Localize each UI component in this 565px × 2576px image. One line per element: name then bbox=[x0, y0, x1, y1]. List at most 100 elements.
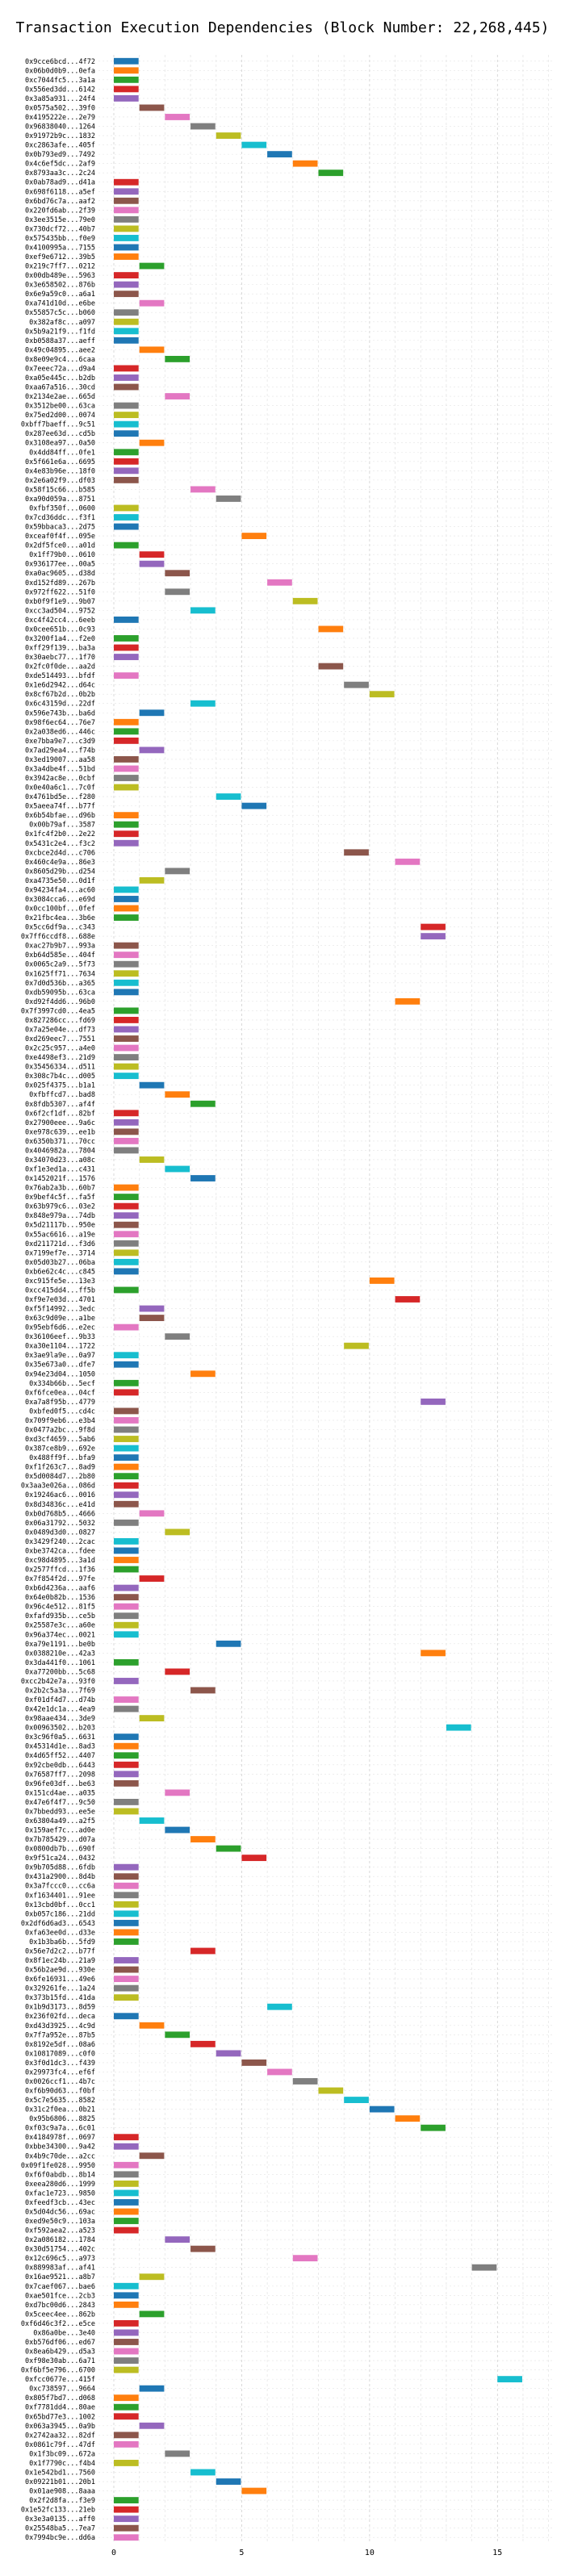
transaction-bar bbox=[114, 1733, 139, 1741]
transaction-bar bbox=[114, 1892, 139, 1899]
transaction-label: 0x3942ac8e...0cbf bbox=[25, 775, 95, 783]
transaction-label: 0x2134e2ae...665d bbox=[25, 393, 95, 401]
transaction-label: 0xcc3ad504...9752 bbox=[25, 607, 95, 615]
transaction-bar bbox=[114, 839, 139, 847]
transaction-label: 0x0ab78ad9...d41a bbox=[25, 179, 95, 187]
transaction-label: 0x5aeea74f...b77f bbox=[25, 803, 95, 811]
transaction-bar bbox=[497, 2376, 522, 2383]
transaction-bar bbox=[114, 2394, 139, 2402]
transaction-label: 0xde514493...bfdf bbox=[25, 672, 95, 680]
transaction-bar bbox=[114, 514, 139, 521]
transaction-bar bbox=[114, 383, 139, 391]
transaction-bar bbox=[318, 625, 344, 633]
transaction-bar bbox=[114, 830, 139, 838]
transaction-label: 0xbe3742ca...fdee bbox=[25, 1547, 95, 1555]
transaction-bar bbox=[114, 2460, 139, 2466]
transaction-label: 0xcc2b42e7a...93f0 bbox=[21, 1678, 95, 1686]
transaction-label: 0x4b9c70de...a2cc bbox=[25, 2152, 95, 2160]
transaction-label: 0x431a2900...8d4b bbox=[25, 1873, 95, 1881]
transaction-bar bbox=[114, 2292, 139, 2299]
transaction-label: 0x1e542bd1...7560 bbox=[25, 2469, 95, 2477]
transaction-label: 0x219c7ff7...0212 bbox=[25, 263, 95, 271]
transaction-label: 0x0cc100bf...0fef bbox=[25, 905, 95, 914]
transaction-bar bbox=[114, 1426, 139, 1433]
transaction-label: 0x373b15fd...41da bbox=[25, 1994, 95, 2002]
transaction-label: 0x63c9d09e...a1be bbox=[25, 1315, 95, 1323]
transaction-label: 0x488ff9f...bfa9 bbox=[29, 1454, 95, 1462]
transaction-label: 0x7ff6ccdf8...688e bbox=[21, 933, 95, 941]
transaction-bar bbox=[165, 393, 190, 399]
transaction-label: 0x730dcf72...40b7 bbox=[25, 225, 95, 233]
transaction-bar bbox=[139, 1817, 165, 1824]
transaction-bar bbox=[139, 1575, 165, 1582]
transaction-label: 0x49c04895...aee2 bbox=[25, 346, 95, 354]
transaction-label: 0x0026ccf1...4b7c bbox=[25, 2078, 95, 2086]
transaction-label: 0x96a374ec...0021 bbox=[25, 1631, 95, 1639]
transaction-label: 0x1e52fc133...21eb bbox=[21, 2507, 95, 2515]
transaction-label: 0x2c25c957...a4e0 bbox=[25, 1045, 95, 1053]
transaction-label: 0x75ed2d00...0074 bbox=[25, 412, 95, 420]
transaction-bar bbox=[114, 644, 139, 651]
transaction-bar bbox=[114, 914, 139, 921]
transaction-label: 0x8e09e9c4...6caa bbox=[25, 356, 95, 364]
transaction-label: 0x6e9a59c0...a6a1 bbox=[25, 291, 95, 299]
transaction-bar bbox=[421, 1650, 446, 1657]
transaction-label: 0x387ce8b9...692e bbox=[25, 1445, 95, 1453]
x-tick-label: 10 bbox=[365, 2549, 375, 2557]
transaction-label: 0x3e3a0135...aff0 bbox=[25, 2515, 95, 2524]
transaction-bar bbox=[114, 412, 139, 419]
transaction-label: 0xbfed0f5...cd4c bbox=[29, 1407, 95, 1416]
transaction-bar bbox=[114, 970, 139, 977]
transaction-bar bbox=[114, 244, 139, 251]
transaction-label: 0x063a3945...0a9b bbox=[25, 2423, 95, 2431]
transaction-label: 0xff29f139...ba3a bbox=[25, 645, 95, 653]
transaction-label: 0x7199ef7e...3714 bbox=[25, 1249, 95, 1257]
transaction-label: 0x29973fc4...ef6f bbox=[25, 2068, 95, 2076]
transaction-label: 0x0065c2a9...5f73 bbox=[25, 961, 95, 969]
transaction-bar bbox=[165, 2450, 190, 2457]
transaction-bar bbox=[114, 2282, 139, 2290]
transaction-bar bbox=[114, 1212, 139, 1219]
transaction-label: 0x63b979c6...03e2 bbox=[25, 1203, 95, 1211]
transaction-bar bbox=[114, 309, 139, 316]
transaction-bar bbox=[165, 1091, 190, 1098]
transaction-bar bbox=[165, 2236, 190, 2244]
transaction-bar bbox=[114, 215, 139, 223]
transaction-label: 0x94e23d04...1050 bbox=[25, 1370, 95, 1378]
transaction-bar bbox=[421, 1398, 446, 1405]
transaction-label: 0x287ee63d...cd5b bbox=[25, 430, 95, 438]
transaction-label: 0x10817089...c0f0 bbox=[25, 2050, 95, 2058]
transaction-label: 0x1e6d2942...d64c bbox=[25, 682, 95, 690]
transaction-label: 0x3a4dbe4f...51bd bbox=[25, 765, 95, 773]
transaction-bar bbox=[114, 1910, 139, 1917]
transaction-bar bbox=[114, 1194, 139, 1201]
transaction-bar bbox=[241, 1855, 267, 1862]
transaction-label: 0x025f4375...b1a1 bbox=[25, 1082, 95, 1090]
transaction-bar bbox=[114, 756, 139, 763]
x-tick-label: 5 bbox=[239, 2549, 244, 2557]
transaction-bar bbox=[114, 1184, 139, 1191]
transaction-bar bbox=[165, 114, 190, 120]
transaction-label: 0x96838040...1264 bbox=[25, 123, 95, 132]
transaction-label: 0x5431c2e4...f3c2 bbox=[25, 840, 95, 848]
transaction-label: 0x5c7e5635...8582 bbox=[25, 2097, 95, 2105]
transaction-label: 0x7a25e04e...df73 bbox=[25, 1026, 95, 1034]
transaction-bar bbox=[216, 793, 241, 801]
transaction-label: 0x3200f1a4...f2e0 bbox=[25, 635, 95, 643]
transaction-label: 0x0800db7b...690f bbox=[25, 1846, 95, 1854]
transaction-label: 0x2df5fce0...a01d bbox=[25, 542, 95, 550]
transaction-label: 0x7bbedd93...ee5e bbox=[25, 1808, 95, 1816]
transaction-bar bbox=[216, 132, 241, 139]
transaction-bar bbox=[165, 570, 190, 577]
transaction-bar bbox=[114, 1696, 139, 1703]
transaction-bar bbox=[114, 1500, 139, 1508]
transaction-bar bbox=[114, 2506, 139, 2513]
transaction-bar bbox=[114, 1137, 139, 1144]
transaction-bar bbox=[114, 1044, 139, 1052]
transaction-label: 0x94234fa4...ac60 bbox=[25, 886, 95, 894]
transaction-label: 0xb057c186...21dd bbox=[25, 1910, 95, 1918]
transaction-bar bbox=[114, 737, 139, 744]
transaction-label: 0xd3cf4659...5ab6 bbox=[25, 1436, 95, 1444]
transaction-label: 0xc2863afe...405f bbox=[25, 142, 95, 150]
